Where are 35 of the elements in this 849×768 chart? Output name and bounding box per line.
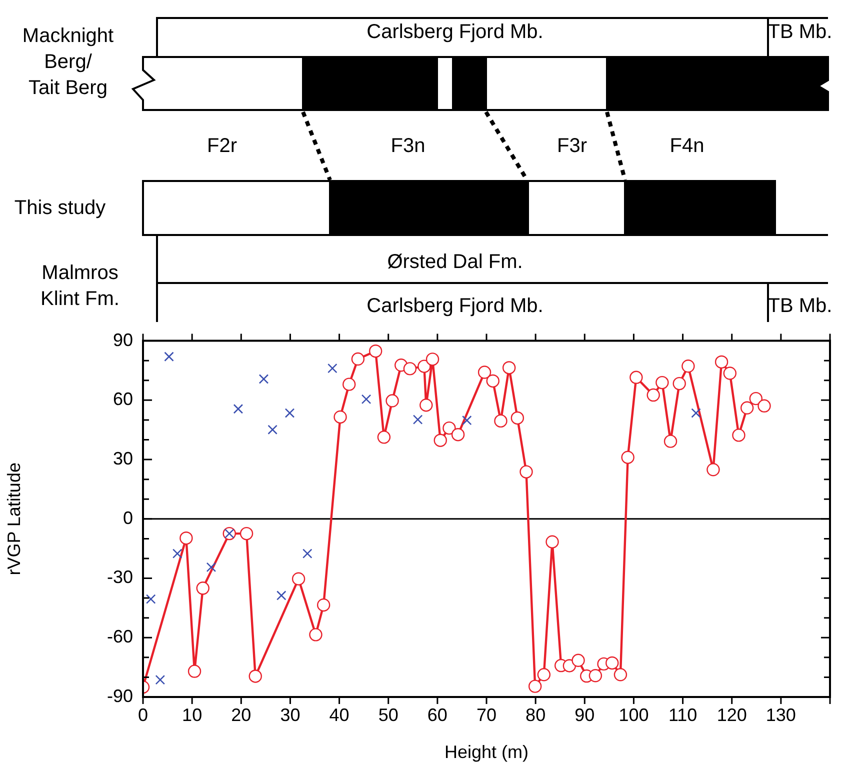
- text: This study: [14, 196, 106, 221]
- y-tick-label: 60: [112, 389, 133, 410]
- x-tick-label: 30: [280, 704, 300, 725]
- y-tick-label: 90: [112, 330, 133, 350]
- text: Ørsted Dal Fm.: [387, 250, 523, 275]
- y-tick-label: -60: [106, 626, 133, 647]
- y-tick-label: 30: [112, 448, 133, 468]
- x-tick-label: 10: [182, 704, 202, 725]
- text: Carlsberg Fjord Mb.: [366, 294, 544, 319]
- x-tick-label: 130: [766, 704, 796, 725]
- text: F4n: [670, 134, 704, 159]
- x-tick-label: 120: [716, 704, 747, 725]
- text: F2r: [207, 134, 237, 159]
- y-tick-label: -30: [106, 567, 133, 588]
- text: TB Mb.: [768, 294, 832, 319]
- x-tick-label: 110: [668, 704, 698, 725]
- x-tick-label: 70: [476, 704, 497, 725]
- x-tick-label: 0: [138, 704, 148, 725]
- x-tick-label: 80: [526, 704, 546, 725]
- x-tick-label: 20: [231, 704, 252, 725]
- text: Malmros Klint Fm.: [40, 261, 120, 312]
- x-tick-label: 40: [329, 704, 350, 725]
- x-tick-label: 50: [378, 704, 398, 725]
- x-tick-label: 100: [618, 704, 649, 725]
- text: Macknight Berg/ Tait Berg: [22, 24, 114, 101]
- y-tick-label: 0: [122, 508, 133, 528]
- x-tick-label: 90: [574, 704, 595, 725]
- text: Carlsberg Fjord Mb.: [366, 20, 544, 45]
- x-tick-label: 60: [427, 704, 448, 725]
- text: F3n: [390, 134, 426, 159]
- text: TB Mb.: [768, 20, 832, 45]
- text: F3r: [557, 134, 587, 159]
- y-axis-title: rVGP Latitude: [4, 462, 24, 576]
- y-tick-label: -90: [106, 686, 133, 706]
- x-axis-title: Height (m): [444, 742, 529, 762]
